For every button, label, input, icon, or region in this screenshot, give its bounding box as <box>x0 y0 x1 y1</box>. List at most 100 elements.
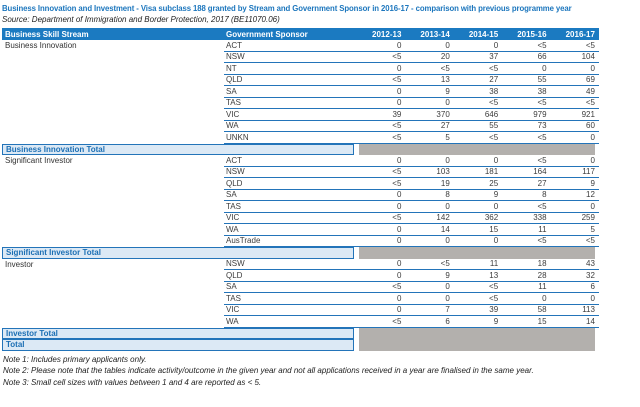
stream-label <box>2 121 224 133</box>
table-row: VIC 0 7 39 58 113 <box>2 305 599 316</box>
value-cell: 58 <box>502 305 551 316</box>
table-body: Business Innovation ACT 0 0 0 <5 <5 NSW <5 20 37 66… <box>2 40 599 351</box>
value-cell: 9 <box>453 190 503 201</box>
value-cell: 0 <box>550 132 599 144</box>
value-cell: 43 <box>550 259 599 270</box>
value-cell: <5 <box>502 132 551 144</box>
total-row-suppressed-values <box>359 327 595 339</box>
value-cell: 0 <box>405 293 454 305</box>
value-cell: 646 <box>453 109 503 121</box>
grand-total-row: Total <box>2 339 599 351</box>
stream-label <box>2 190 224 202</box>
value-cell: 38 <box>502 86 551 98</box>
value-cell: 979 <box>502 109 551 121</box>
column-header: 2015-16 <box>517 29 547 39</box>
table-row: WA 0 14 15 11 5 <box>2 224 599 236</box>
value-cell: 39 <box>357 109 406 121</box>
value-cell: 15 <box>502 316 551 328</box>
value-cell: 11 <box>502 224 551 236</box>
sponsor-cell: QLD <box>224 178 357 190</box>
sponsor-cell: TAS <box>224 98 357 109</box>
value-cell: 9 <box>405 270 454 282</box>
table-row: TAS 0 0 <5 0 0 <box>2 293 599 305</box>
value-cell: 0 <box>550 293 599 305</box>
value-cell: <5 <box>550 236 599 247</box>
value-cell: 19 <box>405 178 454 190</box>
value-cell: 11 <box>502 282 551 293</box>
note-line: Note 3: Small cell sizes with values bet… <box>3 377 262 387</box>
note-line: Note 2: Please note that the tables indi… <box>3 366 534 375</box>
sponsor-cell: QLD <box>224 270 357 282</box>
value-cell: 28 <box>502 270 551 282</box>
sponsor-cell: QLD <box>224 75 357 86</box>
total-row-suppressed-values <box>359 143 595 155</box>
value-cell: 0 <box>405 201 454 213</box>
table-row: WA <5 6 9 15 14 <box>2 316 599 328</box>
value-cell: 0 <box>357 259 406 270</box>
section-total-row: Business Innovation Total <box>2 143 599 155</box>
stream-label: Business Innovation <box>5 41 77 51</box>
total-row-label: Business Innovation Total <box>2 143 354 155</box>
value-cell: 5 <box>405 132 454 144</box>
value-cell: <5 <box>453 132 503 144</box>
value-cell: <5 <box>357 121 406 132</box>
note-line: Note 1: Includes primary applicants only… <box>3 354 147 364</box>
value-cell: 104 <box>550 52 599 63</box>
value-cell: 38 <box>453 86 503 98</box>
value-cell: 921 <box>550 109 599 121</box>
value-cell: <5 <box>405 259 454 270</box>
value-cell: <5 <box>453 98 503 109</box>
section-total-row: Investor Total <box>2 327 599 339</box>
value-cell: 0 <box>357 190 406 201</box>
sponsor-cell: TAS <box>224 293 357 305</box>
stream-label: Investor <box>5 259 34 269</box>
value-cell: 11 <box>453 259 503 270</box>
sponsor-cell: NSW <box>224 167 357 178</box>
value-cell: 0 <box>502 293 551 305</box>
notes: Note 1: Includes primary applicants only… <box>2 354 640 389</box>
value-cell: 9 <box>550 178 599 190</box>
value-cell: <5 <box>357 75 406 86</box>
value-cell: 0 <box>405 98 454 109</box>
sponsor-cell: VIC <box>224 109 357 121</box>
value-cell: 0 <box>405 282 454 293</box>
sponsor-cell: VIC <box>224 305 357 316</box>
value-cell: 0 <box>357 86 406 98</box>
value-cell: 8 <box>405 190 454 201</box>
column-header: Government Sponsor <box>226 29 308 39</box>
value-cell: 0 <box>453 40 503 52</box>
sponsor-cell: ACT <box>224 155 357 167</box>
value-cell: 20 <box>405 52 454 63</box>
table-row: NSW <5 103 181 164 117 <box>2 167 599 178</box>
value-cell: 13 <box>453 270 503 282</box>
stream-label <box>2 52 224 64</box>
value-cell: 0 <box>357 98 406 109</box>
value-cell: <5 <box>550 40 599 52</box>
value-cell: 0 <box>357 224 406 236</box>
value-cell: 362 <box>453 213 503 224</box>
sponsor-cell: NSW <box>224 259 357 270</box>
sponsor-cell: SA <box>224 282 357 293</box>
value-cell: <5 <box>357 282 406 293</box>
value-cell: <5 <box>502 236 551 247</box>
value-cell: 6 <box>550 282 599 293</box>
value-cell: 0 <box>357 293 406 305</box>
value-cell: 39 <box>453 305 503 316</box>
value-cell: 15 <box>453 224 503 236</box>
value-cell: <5 <box>453 293 503 305</box>
value-cell: 113 <box>550 305 599 316</box>
stream-label <box>2 236 224 248</box>
value-cell: 8 <box>502 190 551 201</box>
sponsor-cell: VIC <box>224 213 357 224</box>
sponsor-cell: SA <box>224 190 357 201</box>
sponsor-cell: UNKN <box>224 132 357 144</box>
stream-label <box>2 293 224 305</box>
table-row: SA <5 0 <5 11 6 <box>2 282 599 293</box>
value-cell: 164 <box>502 167 551 178</box>
value-cell: <5 <box>405 63 454 75</box>
sponsor-cell: SA <box>224 86 357 98</box>
stream-label <box>2 132 224 144</box>
value-cell: 0 <box>357 40 406 52</box>
total-row-label: Total <box>2 339 354 351</box>
table-row: NSW <5 20 37 66 104 <box>2 52 599 64</box>
